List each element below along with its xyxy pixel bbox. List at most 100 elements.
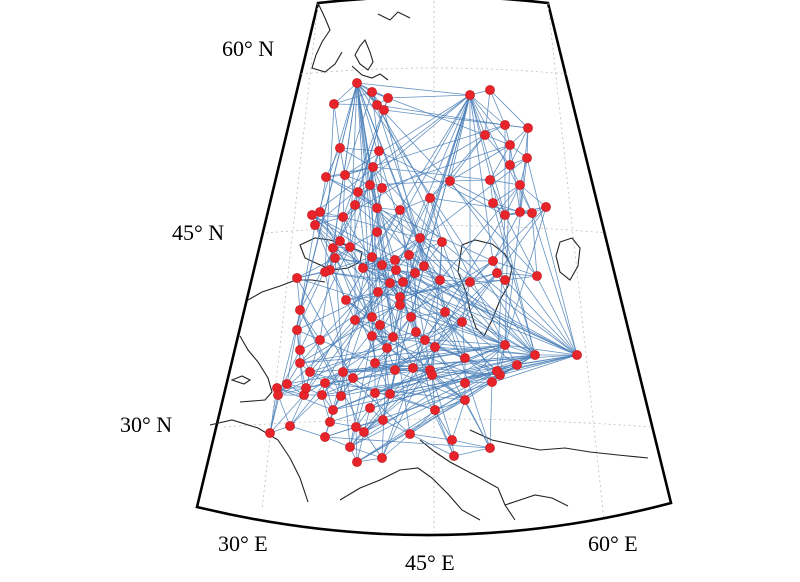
network-link: [424, 339, 466, 359]
station-point: [522, 153, 532, 163]
coast-persian-gulf: [419, 439, 516, 521]
station-point: [353, 187, 363, 197]
network-link: [333, 82, 358, 105]
network-link: [449, 134, 486, 182]
station-point: [447, 435, 457, 445]
lat-label-45: 45° N: [172, 220, 224, 245]
network-link: [376, 104, 506, 126]
network-link: [311, 94, 471, 216]
station-point: [505, 160, 515, 170]
station-point: [370, 388, 380, 398]
station-point: [492, 366, 502, 376]
network-link: [277, 281, 404, 396]
network-link: [325, 176, 378, 209]
coast-scandinavia: [311, 2, 343, 73]
lon-label-45: 45° E: [405, 550, 455, 575]
network-link: [381, 144, 511, 189]
station-point: [419, 261, 429, 271]
coast-arabia: [339, 467, 481, 521]
network-link: [449, 94, 471, 182]
station-point: [465, 90, 475, 100]
network-link: [356, 431, 365, 463]
network-link: [345, 279, 506, 301]
network-link: [371, 260, 494, 337]
station-point: [500, 275, 510, 285]
network-link: [519, 127, 529, 213]
coast-aral: [555, 237, 581, 281]
coast-baltic: [354, 38, 374, 71]
network-link: [269, 82, 358, 434]
station-point: [449, 451, 459, 461]
station-point: [367, 87, 377, 97]
network-link: [409, 374, 501, 435]
network-link: [289, 425, 326, 438]
station-point: [395, 300, 405, 310]
station-point: [430, 405, 440, 415]
network-link: [461, 206, 547, 323]
coast-iran: [469, 429, 649, 459]
network-link: [492, 211, 521, 262]
network-link: [434, 346, 536, 356]
network-link: [504, 157, 528, 346]
station-point: [388, 332, 398, 342]
network-link: [303, 282, 391, 396]
station-point: [320, 432, 330, 442]
network-link: [409, 433, 453, 441]
network-link: [469, 94, 536, 356]
station-point: [340, 170, 350, 180]
station-point: [460, 378, 470, 388]
station-point: [367, 331, 377, 341]
station-point: [295, 305, 305, 315]
station-point: [420, 335, 430, 345]
station-point: [367, 252, 377, 262]
network-link: [354, 319, 394, 338]
network-link: [325, 147, 341, 178]
station-point: [295, 358, 305, 368]
station-point: [320, 378, 330, 388]
network-link: [356, 82, 381, 326]
station-point: [532, 271, 542, 281]
station-point: [341, 295, 351, 305]
network-link: [376, 231, 394, 338]
station-point: [351, 422, 361, 432]
network-link: [451, 399, 466, 441]
network-link: [349, 446, 383, 459]
network-link: [324, 436, 491, 449]
station-point: [500, 210, 510, 220]
network-link: [374, 331, 417, 364]
network-link: [429, 197, 506, 346]
network-link: [492, 184, 521, 204]
station-point: [338, 212, 348, 222]
network-link: [333, 103, 341, 149]
network-link: [504, 184, 521, 216]
network-link: [489, 144, 511, 181]
network-link: [519, 184, 547, 208]
network-link: [362, 237, 421, 269]
meridian-60: [547, 2, 605, 521]
network-link: [394, 272, 498, 371]
station-point: [273, 390, 283, 400]
station-point: [285, 421, 295, 431]
network-link: [451, 439, 491, 449]
network-link: [484, 134, 511, 166]
station-point: [541, 202, 551, 212]
station-point: [385, 389, 395, 399]
station-point: [320, 267, 330, 277]
network-link: [374, 344, 506, 364]
station-point: [488, 256, 498, 266]
station-point: [345, 242, 355, 252]
network-link: [363, 374, 433, 433]
coast-arctic: [377, 11, 411, 21]
station-point: [372, 203, 382, 213]
station-point: [374, 146, 384, 156]
station-point: [437, 237, 447, 247]
network-link: [333, 103, 378, 106]
network-link: [504, 279, 578, 356]
station-point: [348, 373, 358, 383]
network-link: [395, 269, 466, 359]
station-point: [410, 268, 420, 278]
network-link: [492, 202, 536, 356]
station-point: [408, 363, 418, 373]
station-point: [350, 315, 360, 325]
